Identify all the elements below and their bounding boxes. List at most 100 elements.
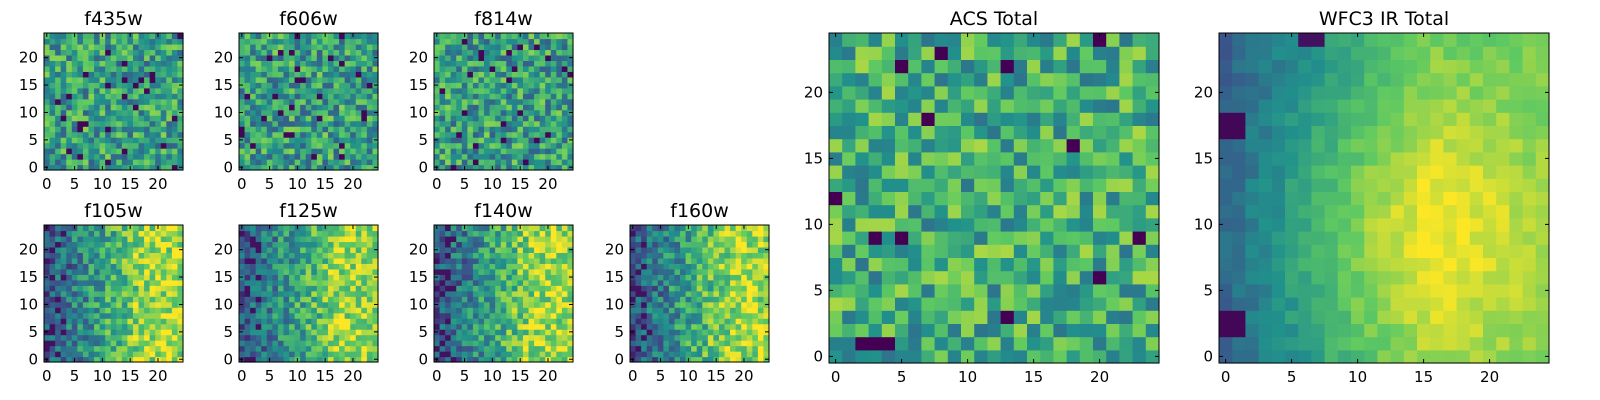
heatmap-cell (718, 279, 726, 286)
heatmap-cell (355, 49, 362, 56)
heatmap-cell (144, 120, 151, 127)
heatmap-cell (94, 65, 101, 72)
heatmap-cell (171, 38, 179, 45)
heatmap-cell (350, 142, 357, 149)
heatmap-cell (49, 225, 56, 232)
heatmap-cell (506, 126, 513, 133)
heatmap-cell (1093, 165, 1107, 179)
heatmap-cell (663, 329, 670, 336)
heatmap-cell (556, 356, 563, 363)
heatmap-cell (239, 323, 246, 330)
heatmap-cell (528, 345, 535, 352)
heatmap-cell (746, 285, 753, 292)
heatmap-cell (311, 98, 318, 105)
heatmap-cell (445, 241, 452, 248)
heatmap-cell (478, 71, 485, 78)
heatmap-cell (567, 159, 574, 166)
heatmap-cell (1119, 165, 1134, 179)
heatmap-cell (550, 60, 557, 67)
heatmap-cell (300, 268, 307, 275)
heatmap-cell (1106, 297, 1120, 311)
heatmap-cell (489, 246, 496, 253)
heatmap-cell (49, 109, 56, 116)
heatmap-cell (66, 230, 73, 237)
heatmap-cell (1093, 257, 1107, 272)
heatmap-cell (138, 318, 145, 325)
heatmap-cell (534, 98, 541, 105)
heatmap-cell (71, 109, 78, 116)
heatmap-cell (105, 334, 112, 341)
heatmap-cell (735, 241, 742, 248)
heatmap-cell (166, 230, 173, 237)
heatmap-cell (450, 263, 457, 270)
heatmap-cell (685, 241, 692, 248)
heatmap-cell (44, 71, 51, 78)
heatmap-cell (171, 296, 179, 303)
heatmap-cell (668, 252, 676, 259)
heatmap-cell (116, 301, 123, 308)
heatmap-cell (511, 307, 518, 314)
heatmap-cell (528, 131, 535, 138)
heatmap-cell (272, 268, 279, 275)
heatmap-cell (439, 334, 446, 341)
heatmap-cell (355, 137, 362, 144)
heatmap-cell (105, 279, 112, 286)
heatmap-cell (534, 252, 541, 259)
heatmap-cell (350, 137, 357, 144)
heatmap-cell (55, 87, 62, 94)
heatmap-cell (467, 241, 474, 248)
heatmap-cell (445, 76, 452, 83)
heatmap-cell (322, 159, 329, 166)
heatmap-cell (339, 241, 346, 248)
heatmap-cell (539, 148, 546, 155)
heatmap-cell (489, 76, 496, 83)
heatmap-cell (450, 241, 457, 248)
heatmap-cell (741, 230, 748, 237)
y-tick-label: 15 (409, 76, 428, 94)
heatmap-cell (567, 225, 574, 232)
heatmap-cell (1013, 231, 1028, 245)
heatmap-cell (752, 296, 759, 303)
heatmap-cell (110, 159, 117, 166)
heatmap-cell (752, 285, 759, 292)
heatmap-cell (741, 340, 748, 347)
heatmap-cell (730, 340, 737, 347)
heatmap-cell (1000, 297, 1015, 311)
heatmap-cell (255, 60, 262, 67)
heatmap-cell (350, 87, 357, 94)
heatmap-cell (461, 109, 468, 116)
heatmap-cell (484, 235, 491, 243)
heatmap-cell (283, 164, 290, 171)
heatmap-cell (77, 71, 84, 78)
heatmap-cell (244, 268, 251, 275)
heatmap-cell (961, 336, 975, 351)
heatmap-cell (71, 38, 78, 45)
heatmap-cell (60, 263, 67, 270)
heatmap-cell (550, 142, 557, 149)
heatmap-cell (635, 230, 642, 237)
heatmap-cell (272, 65, 279, 72)
heatmap-cell (160, 345, 167, 352)
heatmap-cell (484, 115, 491, 122)
heatmap-cell (696, 263, 703, 270)
heatmap-cell (511, 71, 518, 78)
heatmap-cell (434, 126, 441, 133)
heatmap-cell (277, 93, 285, 100)
heatmap-cell (99, 142, 106, 149)
heatmap-cell (517, 345, 524, 352)
heatmap-cell (166, 290, 173, 297)
heatmap-cell (255, 93, 262, 100)
heatmap-cell (746, 345, 753, 352)
heatmap-cell (132, 126, 140, 133)
heatmap-cell (472, 323, 480, 330)
heatmap-cell (1132, 204, 1147, 219)
heatmap-cell (316, 274, 323, 281)
heatmap-cell (550, 98, 557, 105)
heatmap-cell (44, 131, 51, 138)
heatmap-cell (361, 76, 368, 83)
heatmap-cell (244, 246, 251, 253)
heatmap-cell (1132, 231, 1147, 245)
heatmap-cell (484, 225, 491, 232)
heatmap-cell (149, 279, 156, 286)
heatmap-cell (534, 329, 541, 336)
